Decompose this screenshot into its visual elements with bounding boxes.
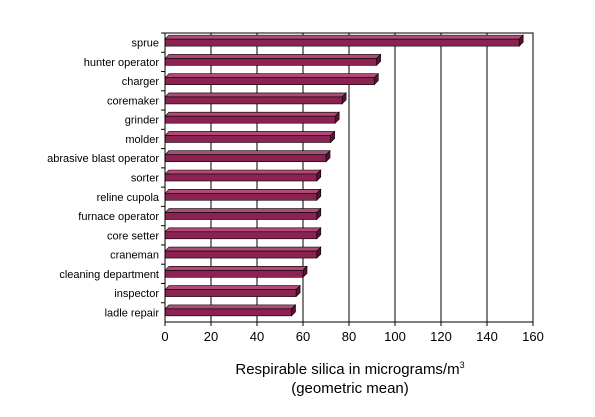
bar-reline-cupola xyxy=(164,188,322,201)
bars xyxy=(164,34,524,317)
bar-top-face xyxy=(164,208,322,213)
x-axis-title-text: Respirable silica in micrograms/m xyxy=(235,361,460,378)
x-tick-label: 80 xyxy=(342,329,356,344)
bar-ladle-repair xyxy=(164,304,297,317)
bar-molder xyxy=(164,130,336,144)
bar-top-face xyxy=(164,34,524,40)
bar-front-face xyxy=(164,231,318,240)
bar-hunter-operator xyxy=(164,53,382,67)
category-label: core setter xyxy=(107,230,159,242)
x-tick-label: 0 xyxy=(161,329,168,344)
x-axis-title: Respirable silica in micrograms/m3 xyxy=(165,360,535,378)
bar-top-face xyxy=(164,285,301,290)
x-axis-title-superscript: 3 xyxy=(459,360,465,370)
x-tick-labels: 0 20 40 60 80 100 120 140 160 xyxy=(161,322,544,344)
x-tick-label: 40 xyxy=(250,329,264,344)
x-tick-label: 160 xyxy=(522,329,544,344)
bar-front-face xyxy=(164,154,327,163)
category-label: sorter xyxy=(131,173,159,185)
bar-charger xyxy=(164,72,380,86)
x-axis-subtitle: (geometric mean) xyxy=(291,380,409,397)
x-tick-label: 120 xyxy=(430,329,452,344)
bar-cleaning-department xyxy=(164,265,308,279)
bar-top-face xyxy=(164,246,322,252)
category-label: abrasive blast operator xyxy=(47,153,159,165)
bar-front-face xyxy=(164,173,318,182)
plot-border xyxy=(164,32,534,323)
category-label: grinder xyxy=(125,115,160,127)
plot-frame xyxy=(164,32,534,323)
bar-front-face xyxy=(164,192,318,201)
bar-front-face xyxy=(164,250,318,259)
category-labels: sprue hunter operator charger coremaker grin… xyxy=(47,32,165,319)
x-tick-label: 60 xyxy=(296,329,310,344)
bar-craneman xyxy=(164,246,322,259)
bar-sorter xyxy=(164,169,322,182)
category-label: reline cupola xyxy=(97,192,160,204)
bar-top-face xyxy=(164,92,347,98)
bar-top-face xyxy=(164,150,331,156)
bar-top-face xyxy=(164,131,336,136)
bar-front-face xyxy=(164,212,318,220)
category-label: molder xyxy=(125,134,159,146)
bar-core-setter xyxy=(164,227,322,240)
category-label: charger xyxy=(122,76,160,88)
category-label: sprue xyxy=(131,38,159,50)
bar-top-face xyxy=(164,111,340,117)
bar-front-face xyxy=(164,308,292,317)
bar-front-face xyxy=(164,38,520,47)
bar-top-face xyxy=(164,266,308,271)
bar-top-face xyxy=(164,73,380,78)
bar-furnace-operator xyxy=(164,207,322,221)
bar-top-face xyxy=(164,304,297,310)
bar-front-face xyxy=(164,289,297,297)
x-tick-label: 20 xyxy=(204,329,218,344)
category-label: furnace operator xyxy=(78,211,159,223)
bar-front-face xyxy=(164,58,377,66)
bar-front-face xyxy=(164,96,343,105)
bar-grinder xyxy=(164,111,340,124)
bar-top-face xyxy=(164,54,382,59)
bar-front-face xyxy=(164,270,304,278)
category-label: ladle repair xyxy=(105,307,160,319)
bar-front-face xyxy=(164,135,331,143)
category-label: hunter operator xyxy=(84,57,160,69)
x-tick-label: 100 xyxy=(384,329,406,344)
bar-top-face xyxy=(164,169,322,175)
bar-abrasive-blast-operator xyxy=(164,150,331,163)
bar-front-face xyxy=(164,77,375,85)
bar-front-face xyxy=(164,115,336,124)
category-label: coremaker xyxy=(107,95,159,107)
x-tick-label: 140 xyxy=(476,329,498,344)
bar-coremaker xyxy=(164,92,347,105)
category-label: craneman xyxy=(110,250,159,262)
bar-sprue xyxy=(164,34,524,47)
bar-top-face xyxy=(164,188,322,194)
bar-top-face xyxy=(164,227,322,233)
bar-inspector xyxy=(164,284,301,298)
category-label: inspector xyxy=(114,288,159,300)
category-label: cleaning department xyxy=(59,269,159,281)
